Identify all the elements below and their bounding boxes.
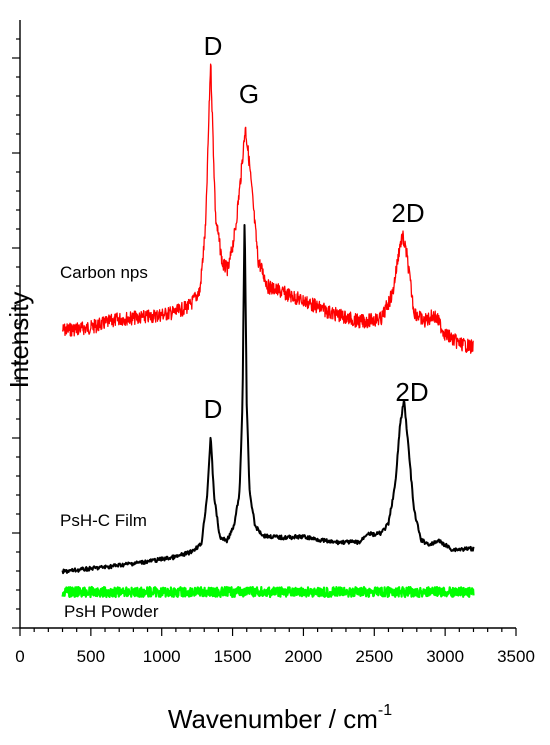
psh-c-film-line <box>61 224 475 575</box>
axes: 0 500 1000 1500 2000 2500 3000 3500 <box>12 20 535 666</box>
x-tick-label: 2500 <box>355 647 393 666</box>
x-tick-label: 500 <box>77 647 105 666</box>
peak-label-g-carbon: G <box>239 79 259 109</box>
peak-label-2d-film: 2D <box>395 377 428 407</box>
x-tick-label: 3500 <box>497 647 535 666</box>
x-axis-title-superscript: -1 <box>378 702 392 719</box>
series-label-carbon-nps: Carbon nps <box>60 263 148 282</box>
peak-label-d-carbon: D <box>204 31 223 61</box>
series-label-psh-powder: PsH Powder <box>64 602 159 621</box>
peak-label-2d-carbon: 2D <box>391 198 424 228</box>
y-axis-title: Intensity <box>4 292 34 389</box>
x-tick-label: 1500 <box>214 647 252 666</box>
x-tick-label: 1000 <box>143 647 181 666</box>
series-label-psh-c-film: PsH-C Film <box>60 511 147 530</box>
carbon-nps-line <box>61 63 474 354</box>
x-tick-label: 3000 <box>426 647 464 666</box>
x-tick-label: 0 <box>15 647 24 666</box>
x-axis-title-text: Wavenumber / cm <box>168 704 378 734</box>
series-layer <box>61 63 475 599</box>
peak-label-d-film: D <box>204 394 223 424</box>
x-tick-label: 2000 <box>285 647 323 666</box>
x-axis-title: Wavenumber / cm-1 <box>168 702 392 734</box>
psh-powder-line <box>61 585 475 599</box>
